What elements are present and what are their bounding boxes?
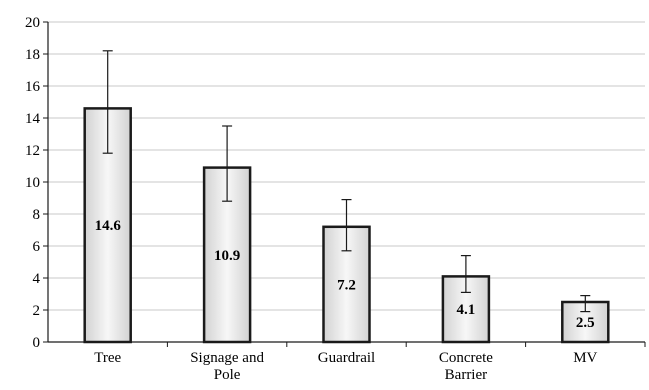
value-label: 10.9 — [214, 248, 240, 264]
y-axis: 0 2 4 6 8 10 12 14 16 18 20 — [25, 15, 49, 351]
y-tick-label: 0 — [33, 335, 41, 351]
y-tick-label: 16 — [25, 79, 41, 95]
x-category-label: Guardrail — [318, 350, 375, 366]
x-axis: Tree Signage and Pole Guardrail Concrete Barr… — [48, 341, 646, 383]
y-tick-label: 18 — [25, 47, 40, 63]
y-tick-label: 6 — [33, 239, 41, 255]
x-category-label: Concrete Barrier — [439, 350, 493, 383]
y-tick-label: 12 — [25, 143, 40, 159]
value-label: 7.2 — [337, 277, 356, 293]
value-label: 2.5 — [576, 315, 595, 331]
x-category-label: MV — [573, 350, 597, 366]
grid-lines — [48, 21, 645, 311]
y-tick-label: 10 — [25, 175, 40, 191]
x-category-label: Tree — [94, 350, 121, 366]
y-tick-label: 4 — [33, 271, 41, 287]
value-label: 4.1 — [457, 302, 476, 318]
x-category-label: Signage and Pole — [190, 350, 264, 383]
y-tick-label: 8 — [33, 207, 41, 223]
y-tick-label: 2 — [33, 303, 41, 319]
value-label: 14.6 — [95, 218, 122, 234]
y-tick-label: 14 — [25, 111, 41, 127]
bars: 14.6 10.9 7.2 4.1 2.5 — [83, 50, 610, 344]
y-tick-label: 20 — [25, 15, 40, 31]
